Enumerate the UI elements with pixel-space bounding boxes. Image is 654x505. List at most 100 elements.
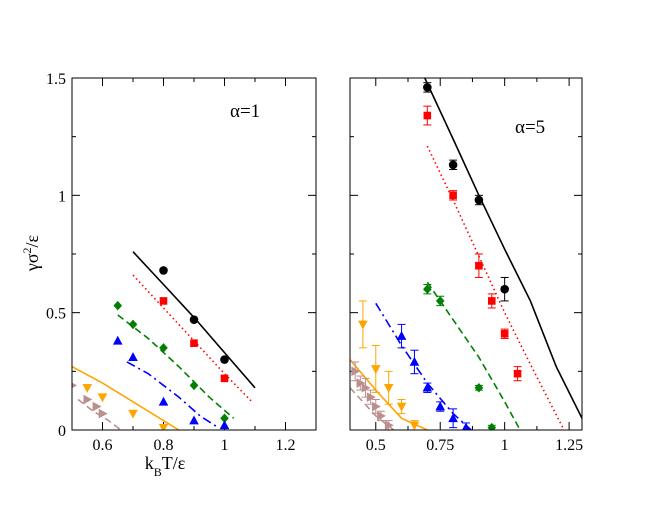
data-point-diamond — [128, 319, 138, 330]
data-point-diamond — [220, 413, 229, 424]
axes-frame — [71, 77, 317, 431]
data-point-diamond — [423, 284, 432, 294]
data-point-triangle-down — [358, 320, 368, 330]
data-point-diamond — [474, 382, 484, 393]
series-6 — [350, 361, 395, 430]
data-point-triangle-right — [384, 420, 394, 430]
data-point-triangle-down — [383, 383, 394, 393]
plot-area — [72, 251, 256, 430]
series-1 — [132, 251, 256, 389]
data-point-circle — [220, 355, 229, 364]
series-4 — [375, 302, 472, 430]
panels: 0.6 0.8 1 1.2 0 0.5 1 1.5 α=1 kBT/ε γσ2/ε 0.5 0.75 1 1… — [20, 71, 583, 479]
data-point-triangle-down — [97, 393, 108, 403]
data-point-triangle-down — [82, 383, 93, 393]
data-point-triangle-right — [98, 408, 108, 419]
data-point-square — [500, 329, 509, 338]
data-point-triangle-right — [361, 382, 371, 393]
data-point-square — [220, 374, 229, 383]
fit-line — [126, 361, 219, 429]
data-point-circle — [500, 284, 509, 294]
data-point-diamond — [189, 380, 199, 391]
fit-line — [426, 281, 521, 430]
x-tick-label: 0.8 — [154, 437, 174, 454]
axes-frame — [349, 77, 583, 431]
data-point-triangle-right — [371, 401, 381, 412]
fit-line — [350, 387, 395, 430]
data-point-square — [159, 297, 168, 305]
series-3 — [423, 281, 521, 430]
tick-labels: 0.5 0.75 1 1.25 — [366, 437, 583, 454]
series-2 — [132, 274, 253, 403]
data-point-circle — [448, 160, 458, 170]
series-6 — [72, 382, 122, 430]
x-axis-label: kBT/ε — [145, 453, 186, 479]
data-point-square — [449, 191, 457, 200]
series-3 — [113, 300, 235, 424]
data-point-triangle-down — [370, 365, 381, 375]
data-point-triangle-right — [366, 392, 376, 402]
y-tick-label: 1.5 — [46, 71, 66, 88]
data-point-triangle-right — [356, 378, 366, 388]
data-point-triangle-right — [92, 401, 102, 412]
data-point-triangle-down — [158, 423, 169, 430]
x-tick-label: 0.6 — [93, 437, 113, 454]
data-point-circle — [474, 195, 484, 205]
series-5 — [350, 300, 428, 430]
y-axis-label: γσ2/ε — [20, 234, 42, 272]
series-5 — [72, 365, 180, 430]
data-point-diamond — [159, 343, 168, 353]
data-point-triangle-right — [83, 394, 93, 405]
data-point-triangle-down — [409, 421, 420, 430]
series-2 — [423, 105, 565, 430]
data-point-triangle-right — [377, 411, 387, 421]
data-point-square — [487, 297, 496, 305]
x-tick-label: 0.75 — [426, 437, 454, 454]
data-point-triangle-up — [448, 413, 458, 423]
series-4 — [112, 335, 230, 430]
data-point-triangle-up — [409, 356, 420, 366]
data-point-diamond — [435, 296, 445, 306]
data-point-square — [423, 111, 432, 120]
fit-line — [424, 78, 582, 419]
x-tick-label: 1.25 — [555, 437, 583, 454]
data-point-triangle-up — [422, 382, 433, 392]
fit-line — [117, 314, 235, 419]
data-point-diamond — [113, 300, 123, 311]
plot-area — [350, 78, 582, 430]
data-point-triangle-up — [128, 352, 138, 362]
data-point-diamond — [487, 422, 497, 430]
data-point-circle — [159, 266, 168, 275]
y-tick-label: 0 — [58, 423, 66, 440]
data-point-square — [190, 339, 198, 347]
data-point-square — [513, 369, 522, 378]
data-point-triangle-up — [158, 396, 169, 406]
panel-left: 0.6 0.8 1 1.2 0 0.5 1 1.5 α=1 kBT/ε γσ2/ε — [20, 71, 317, 479]
panel-annotation: α=1 — [230, 101, 260, 122]
data-point-triangle-right — [72, 382, 78, 389]
tick-labels: 0.6 0.8 1 1.2 0 0.5 1 1.5 — [46, 71, 296, 454]
y-tick-label: 0.5 — [46, 306, 66, 323]
series-1 — [423, 78, 582, 419]
fit-line — [426, 145, 565, 430]
data-point-circle — [423, 83, 432, 92]
data-point-triangle-up — [219, 420, 230, 430]
data-point-triangle-up — [112, 335, 123, 345]
data-point-triangle-up — [461, 422, 471, 430]
data-point-square — [475, 261, 483, 270]
panel-annotation: α=5 — [515, 117, 545, 138]
x-tick-label: 0.5 — [366, 437, 386, 454]
x-tick-label: 1 — [501, 437, 509, 454]
x-tick-label: 1.2 — [276, 437, 296, 454]
data-point-triangle-down — [396, 402, 407, 412]
data-point-triangle-up — [189, 415, 199, 425]
data-point-triangle-right — [351, 366, 361, 377]
y-tick-label: 1 — [58, 188, 66, 205]
x-tick-label: 1 — [221, 437, 229, 454]
data-point-triangle-up — [396, 331, 407, 340]
panel-right: 0.5 0.75 1 1.25 α=5 — [349, 77, 583, 454]
fit-line — [72, 365, 180, 430]
data-point-triangle-down — [128, 409, 138, 419]
